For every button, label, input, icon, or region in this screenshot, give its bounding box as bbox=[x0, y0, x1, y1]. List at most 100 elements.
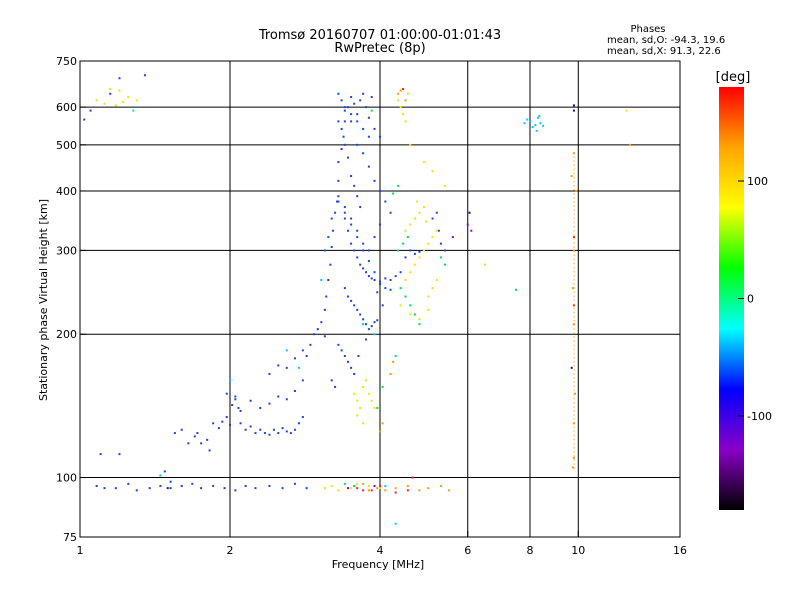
x-tick-label: 1 bbox=[77, 544, 84, 557]
data-point bbox=[359, 99, 362, 102]
data-point bbox=[573, 275, 575, 277]
data-point bbox=[356, 236, 359, 239]
data-point bbox=[418, 489, 421, 492]
data-point bbox=[365, 379, 368, 382]
data-point bbox=[573, 348, 575, 351]
data-point bbox=[573, 307, 575, 310]
data-point bbox=[277, 364, 280, 367]
data-point bbox=[399, 89, 402, 92]
data-point bbox=[539, 122, 542, 125]
data-point bbox=[399, 271, 402, 274]
data-point bbox=[356, 482, 359, 485]
data-point bbox=[573, 369, 575, 371]
data-point bbox=[229, 423, 231, 426]
data-point bbox=[340, 349, 343, 352]
data-point bbox=[109, 87, 112, 90]
data-point bbox=[572, 152, 575, 155]
data-point bbox=[330, 484, 333, 487]
data-point bbox=[330, 246, 333, 249]
data-point bbox=[572, 456, 575, 459]
data-point bbox=[573, 205, 575, 207]
data-point bbox=[451, 236, 454, 239]
data-point bbox=[340, 147, 343, 150]
data-point bbox=[573, 295, 575, 298]
data-point bbox=[334, 385, 337, 388]
data-point bbox=[573, 193, 575, 195]
data-point bbox=[573, 160, 575, 162]
x-tick-label: 8 bbox=[527, 544, 534, 557]
data-point bbox=[114, 487, 117, 490]
data-point bbox=[573, 164, 575, 167]
data-point bbox=[443, 184, 446, 187]
data-point bbox=[397, 99, 400, 102]
data-point bbox=[359, 406, 362, 409]
data-point bbox=[193, 435, 196, 438]
data-point bbox=[573, 299, 575, 302]
data-point bbox=[254, 432, 257, 435]
data-point bbox=[389, 279, 392, 282]
data-point bbox=[573, 258, 575, 261]
data-point bbox=[379, 280, 381, 283]
data-point bbox=[362, 152, 365, 155]
data-point bbox=[573, 340, 575, 343]
data-point bbox=[573, 463, 575, 465]
data-point bbox=[439, 242, 442, 245]
data-point bbox=[350, 217, 353, 220]
data-point bbox=[332, 229, 335, 232]
data-point bbox=[573, 168, 575, 171]
data-point bbox=[212, 422, 215, 425]
data-point bbox=[573, 438, 575, 441]
data-point bbox=[337, 161, 340, 164]
data-point bbox=[356, 414, 359, 417]
data-point bbox=[376, 487, 379, 490]
data-point bbox=[327, 279, 330, 282]
data-point bbox=[281, 487, 284, 490]
grid-lines bbox=[80, 61, 680, 537]
data-point bbox=[381, 304, 384, 307]
data-point bbox=[254, 487, 257, 490]
data-point bbox=[285, 366, 288, 369]
data-point bbox=[208, 449, 211, 452]
y-axis-ticks: 75 100 200 300 400 500 600 750 bbox=[56, 55, 86, 544]
data-point bbox=[367, 135, 370, 138]
x-tick-label: 16 bbox=[673, 544, 687, 557]
data-point bbox=[402, 87, 405, 90]
data-point bbox=[357, 355, 360, 358]
data-point bbox=[180, 428, 183, 431]
data-point bbox=[379, 487, 381, 490]
data-point bbox=[234, 398, 237, 401]
data-point bbox=[277, 395, 280, 398]
data-point bbox=[416, 200, 419, 203]
data-point bbox=[370, 399, 373, 402]
data-point bbox=[381, 385, 384, 388]
data-point bbox=[350, 113, 353, 116]
data-point bbox=[389, 288, 392, 291]
data-point bbox=[127, 482, 130, 485]
data-point bbox=[285, 349, 288, 352]
data-point bbox=[573, 287, 575, 289]
data-point bbox=[109, 92, 112, 95]
data-point bbox=[353, 392, 356, 395]
data-point bbox=[169, 480, 172, 483]
data-point bbox=[373, 321, 376, 324]
data-point bbox=[535, 129, 538, 132]
data-point bbox=[536, 116, 539, 119]
data-point bbox=[418, 323, 421, 326]
data-point bbox=[166, 487, 169, 490]
data-point bbox=[293, 428, 296, 431]
data-point bbox=[135, 489, 138, 492]
data-point bbox=[573, 373, 575, 375]
data-point bbox=[285, 430, 288, 433]
data-point bbox=[573, 455, 575, 457]
data-point bbox=[573, 184, 575, 187]
data-point bbox=[571, 287, 574, 290]
data-point bbox=[362, 318, 365, 321]
data-point bbox=[330, 379, 333, 382]
x-axis-ticks: 1 2 4 6 8 10 16 bbox=[77, 531, 687, 557]
data-point bbox=[431, 236, 434, 239]
data-point bbox=[376, 291, 379, 294]
data-point bbox=[573, 250, 575, 252]
data-point bbox=[435, 229, 438, 232]
data-point bbox=[370, 277, 373, 280]
data-point bbox=[573, 418, 575, 420]
